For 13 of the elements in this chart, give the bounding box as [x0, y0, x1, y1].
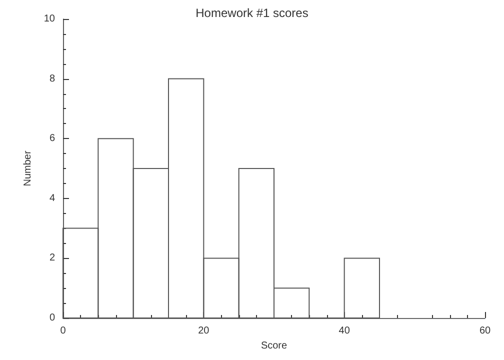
x-tick-label: 60 [479, 326, 491, 336]
x-tick-label: 0 [60, 326, 66, 336]
x-tick-label: 20 [198, 326, 210, 336]
y-tick-label: 2 [49, 252, 56, 264]
y-tick-label: 4 [49, 192, 56, 204]
y-tick-label: 6 [49, 133, 56, 144]
y-tick-label: 8 [49, 73, 56, 84]
y-tick-label: 10 [44, 14, 56, 24]
x-axis-title: Score [260, 340, 288, 352]
chart-title: Homework #1 scores [196, 6, 308, 20]
y-tick-label: 0 [49, 312, 56, 324]
x-tick-label: 40 [338, 326, 350, 336]
y-axis-title: Number [22, 150, 34, 186]
